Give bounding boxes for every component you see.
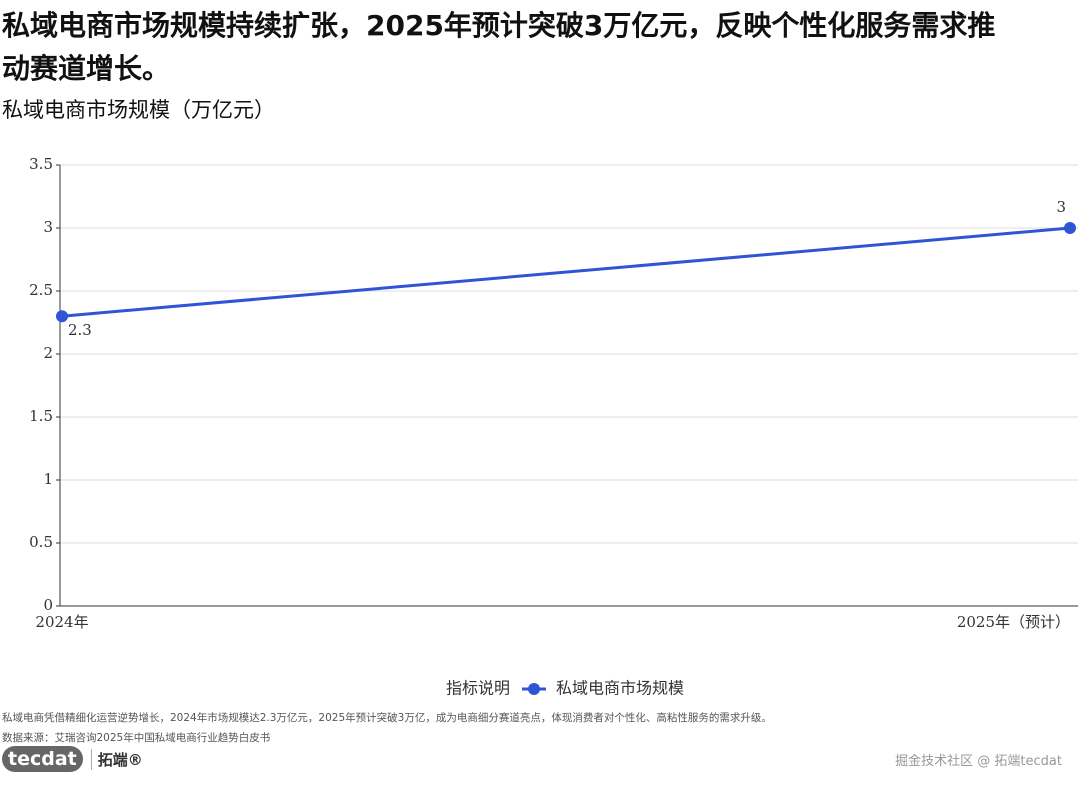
y-tick-label: 2: [43, 344, 53, 362]
data-label: 2.3: [68, 321, 92, 339]
watermark: 掘金技术社区 @ 拓端tecdat: [895, 754, 1062, 769]
logo-text: tecdat: [2, 746, 83, 772]
y-tick-label: 2.5: [29, 281, 53, 299]
y-tick-label: 1: [43, 470, 53, 488]
x-tick-label: 2024年: [35, 613, 88, 631]
legend-title: 指标说明: [446, 679, 510, 698]
logo: tecdat 拓端®: [2, 746, 143, 772]
chart-subtitle: 私域电商市场规模（万亿元）: [2, 98, 275, 122]
y-tick-label: 0: [43, 596, 53, 614]
y-tick-label: 0.5: [29, 533, 53, 551]
legend-label: 私域电商市场规模: [556, 679, 684, 698]
y-tick-label: 1.5: [29, 407, 53, 425]
chart-title: 私域电商市场规模持续扩张，2025年预计突破3万亿元，反映个性化服务需求推动赛道…: [2, 9, 996, 85]
footnote: 私域电商凭借精细化运营逆势增长，2024年市场规模达2.3万亿元，2025年预计…: [2, 712, 772, 724]
brand: 拓端®: [90, 748, 143, 770]
x-tick-label: 2025年（预计）: [957, 613, 1070, 631]
point: [56, 310, 68, 323]
line: [61, 226, 1071, 318]
data-label: 3: [1056, 198, 1066, 216]
source: 数据来源：艾瑞咨询2025年中国私域电商行业趋势白皮书: [2, 732, 271, 744]
y-tick-label: 3.5: [29, 155, 53, 173]
y-tick-label: 3: [43, 218, 53, 236]
legend-marker: [528, 683, 540, 695]
point: [1064, 222, 1076, 234]
